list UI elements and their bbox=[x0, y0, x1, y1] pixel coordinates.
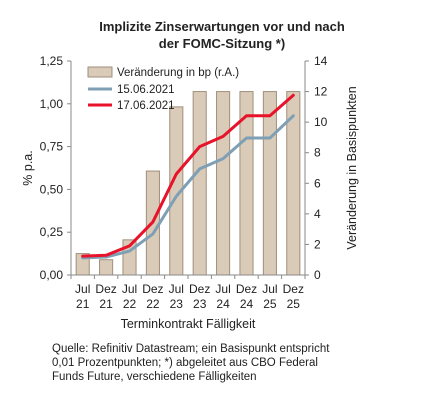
right-tick-label-3: 6 bbox=[314, 176, 321, 190]
right-tick-label-1: 2 bbox=[314, 237, 321, 251]
x-tick-label-7-month: Dez bbox=[236, 282, 257, 296]
legend-label-17-06: 17.06.2021 bbox=[117, 100, 175, 112]
legend-label-bars: Veränderung in bp (r.A.) bbox=[117, 67, 239, 79]
x-tick-label-4-year: 23 bbox=[170, 297, 184, 311]
x-tick-label-6-month: Jul bbox=[215, 282, 230, 296]
right-tick-label-0: 0 bbox=[314, 268, 321, 282]
chart-title-line-1: Implizite Zinserwartungen vor und nach bbox=[99, 19, 345, 34]
x-tick-label-1-year: 21 bbox=[99, 297, 113, 311]
chart-title-line-2: der FOMC-Sitzung *) bbox=[159, 36, 285, 51]
x-axis-label: Terminkontrakt Fälligkeit bbox=[121, 317, 256, 331]
x-tick-label-0-month: Jul bbox=[75, 282, 90, 296]
x-tick-label-5-month: Dez bbox=[189, 282, 210, 296]
x-tick-label-8-month: Jul bbox=[262, 282, 277, 296]
source-note: Quelle: Refinitiv Datastream; ein Basisp… bbox=[52, 342, 412, 384]
source-line-1: Quelle: Refinitiv Datastream; ein Basisp… bbox=[52, 343, 330, 355]
bar-5 bbox=[192, 91, 207, 276]
x-tick-label-7-year: 24 bbox=[240, 297, 254, 311]
left-axis-label: % p.a. bbox=[21, 150, 35, 185]
legend: Veränderung in bp (r.A.) 15.06.2021 17.0… bbox=[87, 66, 239, 112]
x-tick-label-2-month: Jul bbox=[122, 282, 137, 296]
left-tick-label-2: 0,50 bbox=[40, 182, 64, 196]
x-tick-label-9-month: Dez bbox=[283, 282, 304, 296]
series-line-1 bbox=[81, 93, 295, 258]
right-tick-label-2: 4 bbox=[314, 207, 321, 221]
x-tick-label-1-month: Dez bbox=[95, 282, 116, 296]
source-line-3: Funds Future, verschiedene Fälligkeiten bbox=[52, 371, 257, 383]
chart-svg: Implizite Zinserwartungen vor und nach d… bbox=[21, 19, 359, 331]
x-tick-label-8-year: 25 bbox=[263, 297, 277, 311]
line-series bbox=[81, 93, 295, 260]
x-tick-label-9-year: 25 bbox=[287, 297, 301, 311]
x-tick-label-5-year: 23 bbox=[193, 297, 207, 311]
right-tick-label-5: 10 bbox=[314, 115, 328, 129]
right-tick-label-7: 14 bbox=[314, 54, 328, 68]
bar-6 bbox=[216, 91, 231, 276]
bar-8 bbox=[262, 91, 277, 276]
x-axis-ticks: Jul21Dez21Jul22Dez22Jul23Dez23Jul24Dez24… bbox=[70, 275, 306, 311]
legend-swatch-bars bbox=[87, 66, 113, 78]
series-line-0 bbox=[81, 114, 295, 260]
source-line-2: 0,01 Prozentpunkten; *) abgeleitet aus C… bbox=[52, 357, 318, 369]
left-tick-label-1: 0,25 bbox=[40, 225, 64, 239]
bar-1 bbox=[99, 259, 114, 276]
right-axis-ticks: 0 2 4 6 8 10 12 14 bbox=[305, 54, 328, 282]
x-tick-label-0-year: 21 bbox=[76, 297, 90, 311]
x-tick-label-3-year: 22 bbox=[146, 297, 160, 311]
left-axis-ticks: 0,00 0,25 0,50 0,75 1,00 1,25 bbox=[40, 54, 71, 282]
left-tick-label-5: 1,25 bbox=[40, 54, 64, 68]
x-tick-label-3-month: Dez bbox=[142, 282, 163, 296]
left-tick-label-4: 1,00 bbox=[40, 97, 64, 111]
right-tick-label-4: 8 bbox=[314, 146, 321, 160]
legend-label-15-06: 15.06.2021 bbox=[117, 84, 175, 96]
x-tick-label-6-year: 24 bbox=[216, 297, 230, 311]
x-tick-label-2-year: 22 bbox=[123, 297, 137, 311]
left-tick-label-0: 0,00 bbox=[40, 268, 64, 282]
left-tick-label-3: 0,75 bbox=[40, 140, 64, 154]
right-axis-label: Veränderung in Basispunkten bbox=[345, 86, 359, 249]
right-tick-label-6: 12 bbox=[314, 85, 328, 99]
x-tick-label-4-month: Jul bbox=[169, 282, 184, 296]
